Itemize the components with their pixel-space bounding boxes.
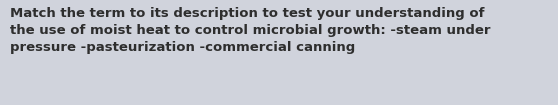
Text: Match the term to its description to test your understanding of
the use of moist: Match the term to its description to tes…: [10, 7, 490, 54]
